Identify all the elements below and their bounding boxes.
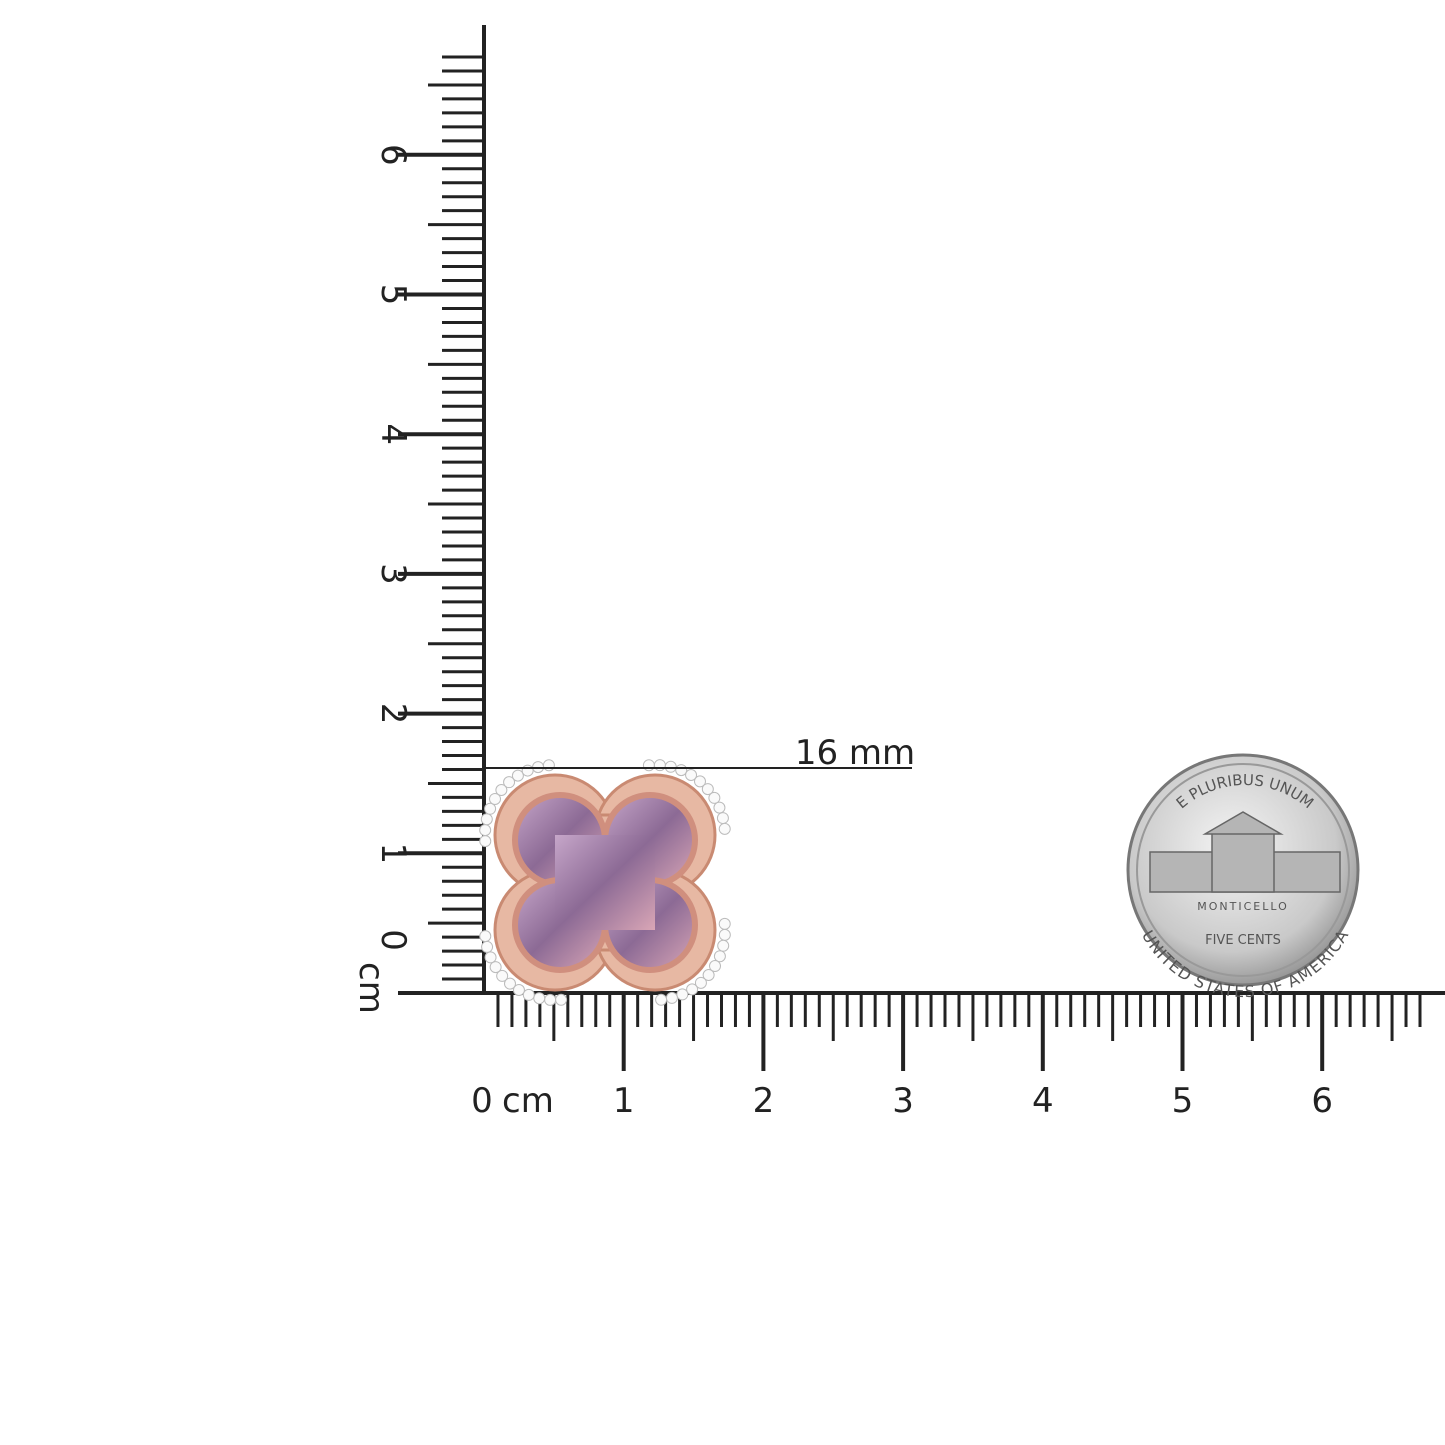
y-ruler-label: 1 (373, 842, 413, 864)
diamond (512, 984, 525, 997)
rulers (398, 25, 1445, 1071)
diamond (718, 928, 731, 941)
diamond (503, 776, 516, 789)
diamond (489, 961, 502, 974)
diamond (675, 764, 688, 777)
x-ruler-unit: cm (502, 1081, 554, 1121)
diamond (484, 951, 497, 964)
diamond (716, 812, 729, 825)
diamond (642, 759, 655, 772)
diamond (522, 988, 535, 1001)
y-ruler-label: 3 (373, 563, 413, 585)
diamond (511, 769, 524, 782)
y-ruler-unit: cm (351, 962, 391, 1014)
y-ruler-label: 4 (373, 423, 413, 445)
x-ruler-label: 5 (1172, 1081, 1194, 1121)
diamond (685, 768, 698, 781)
diamond (481, 940, 494, 953)
diamond (495, 784, 508, 797)
diamond (484, 802, 497, 815)
diamond (533, 992, 546, 1005)
diamond (713, 801, 726, 814)
diamond (702, 968, 715, 981)
diamond (664, 760, 677, 773)
coin-building: MONTICELLO (1197, 900, 1289, 913)
diamond (488, 792, 501, 805)
diamond (709, 960, 722, 973)
coin-denomination: FIVE CENTS (1205, 933, 1281, 948)
diamond (686, 983, 699, 996)
diamond (521, 764, 534, 777)
diamond (544, 993, 557, 1006)
x-ruler-label: 4 (1032, 1081, 1054, 1121)
diamond (542, 759, 555, 772)
y-ruler-label: 0 (373, 929, 413, 951)
diamond (694, 976, 707, 989)
measurement: 16 mm (484, 733, 915, 773)
diamond (718, 917, 731, 930)
diamond (676, 988, 689, 1001)
diamond (653, 759, 666, 772)
x-ruler-label: 0 (471, 1081, 493, 1121)
measurement-label: 16 mm (795, 733, 915, 773)
y-ruler-label: 6 (373, 144, 413, 166)
diamond (555, 993, 568, 1006)
diamond (718, 822, 731, 835)
diamond (708, 791, 721, 804)
diamond (479, 930, 492, 943)
x-ruler-label: 1 (613, 1081, 635, 1121)
diamond (693, 775, 706, 788)
diamond (701, 783, 714, 796)
y-ruler-label: 2 (373, 703, 413, 725)
diamond (713, 950, 726, 963)
diamond (496, 969, 509, 982)
diamond (479, 824, 492, 837)
x-ruler-label: 6 (1311, 1081, 1333, 1121)
diamond (717, 939, 730, 952)
diamond (479, 835, 492, 848)
jewelry (479, 759, 731, 1006)
coin: E PLURIBUS UNUM MONTICELLO FIVE CENTS UN… (1126, 753, 1360, 1001)
diamond (480, 813, 493, 826)
x-ruler-label: 3 (892, 1081, 914, 1121)
diamond (655, 993, 668, 1006)
x-ruler-label: 2 (753, 1081, 775, 1121)
diamond (504, 977, 517, 990)
y-ruler-label: 5 (373, 284, 413, 306)
diamond (665, 991, 678, 1004)
